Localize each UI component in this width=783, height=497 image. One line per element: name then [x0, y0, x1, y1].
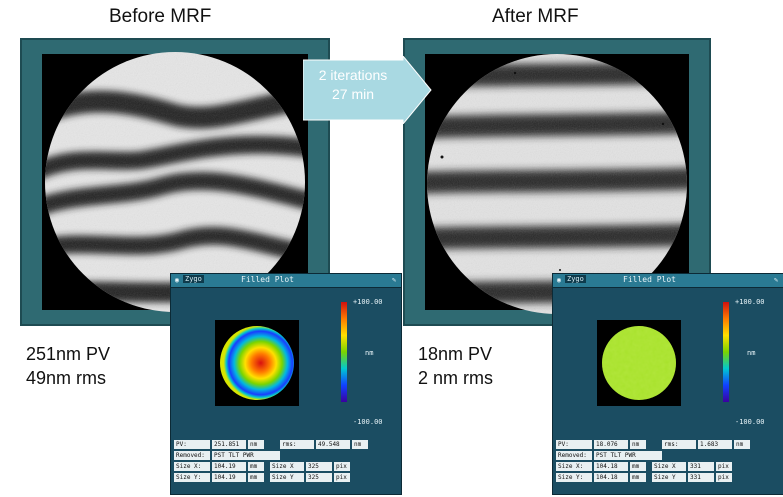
size-x-label: Size X:: [174, 462, 210, 471]
rms-unit: nm: [352, 440, 368, 449]
plot-info-table: PV: 251.851 nm rms: 49.548 nm Removed: P…: [174, 440, 398, 492]
size-x-mm-unit: mm: [248, 462, 264, 471]
size-y-label: Size Y:: [556, 473, 592, 482]
size-x-mm-value: 104.18: [594, 462, 628, 471]
pv-value: 251.851: [212, 440, 246, 449]
pv-unit: nm: [630, 440, 646, 449]
plot-titlebar: ◉ Zygo Filled Plot ✎: [553, 274, 783, 288]
pv-value: 18.076: [594, 440, 628, 449]
rms-label: rms:: [280, 440, 314, 449]
after-metrics: 18nm PV 2 nm rms: [418, 342, 493, 390]
size-y-pix-unit: pix: [334, 473, 350, 482]
size-y-pix-value: 331: [688, 473, 714, 482]
size-x-pix-unit: pix: [334, 462, 350, 471]
size-y-mm-unit: mm: [630, 473, 646, 482]
window-tool-icon[interactable]: ✎: [391, 276, 397, 284]
window-menu-icon[interactable]: ◉: [174, 276, 180, 284]
before-metrics: 251nm PV 49nm rms: [26, 342, 110, 390]
size-x-mm-unit: mm: [630, 462, 646, 471]
plot-title: Filled Plot: [623, 275, 676, 284]
removed-label: Removed:: [174, 451, 210, 460]
size-y-mm-value: 104.18: [594, 473, 628, 482]
size-x-pix-value: 331: [688, 462, 714, 471]
window-tool-icon[interactable]: ✎: [773, 276, 779, 284]
surface-map-before: [220, 326, 294, 400]
pv-label: PV:: [174, 440, 210, 449]
after-filled-plot-window: ◉ Zygo Filled Plot ✎ +100.00 nm -100.00 …: [552, 273, 783, 495]
after-rms: 2 nm rms: [418, 368, 494, 388]
iterations-text: 2 iterations: [318, 67, 388, 83]
scale-max-label: +100.00: [353, 298, 383, 306]
pv-label: PV:: [556, 440, 592, 449]
size-x-pix-label: Size X: [652, 462, 686, 471]
before-rms: 49nm rms: [26, 368, 107, 388]
color-scale-bar: [723, 302, 729, 402]
before-pv: 251nm PV: [26, 344, 111, 364]
size-y-pix-label: Size Y: [652, 473, 686, 482]
surface-map-after: [602, 326, 676, 400]
rms-unit: nm: [734, 440, 750, 449]
size-y-pix-label: Size Y: [270, 473, 304, 482]
rms-value: 1.683: [698, 440, 732, 449]
surface-map: [597, 320, 681, 406]
before-filled-plot-window: ◉ Zygo Filled Plot ✎ +100.00 nm -: [170, 273, 402, 495]
plot-info-table: PV: 18.076 nm rms: 1.683 nm Removed: PST…: [556, 440, 780, 492]
size-x-pix-label: Size X: [270, 462, 304, 471]
size-y-label: Size Y:: [174, 473, 210, 482]
scale-unit-label: nm: [747, 349, 756, 357]
window-menu-icon[interactable]: ◉: [556, 276, 562, 284]
before-heading: Before MRF: [109, 6, 212, 27]
color-scale-bar: [341, 302, 347, 402]
removed-label: Removed:: [556, 451, 592, 460]
rms-label: rms:: [662, 440, 696, 449]
size-x-mm-value: 104.19: [212, 462, 246, 471]
after-heading: After MRF: [492, 6, 579, 27]
surface-map: [215, 320, 299, 406]
plot-titlebar: ◉ Zygo Filled Plot ✎: [171, 274, 401, 288]
removed-value: PST TLT PWR: [212, 451, 280, 460]
rms-value: 49.548: [316, 440, 350, 449]
scale-min-label: -100.00: [353, 418, 383, 426]
before-interferogram: [45, 52, 305, 312]
size-y-pix-unit: pix: [716, 473, 732, 482]
size-y-mm-unit: mm: [248, 473, 264, 482]
zygo-logo: Zygo: [565, 275, 586, 283]
size-x-pix-unit: pix: [716, 462, 732, 471]
scale-unit-label: nm: [365, 349, 374, 357]
pv-unit: nm: [248, 440, 264, 449]
plot-title: Filled Plot: [241, 275, 294, 284]
removed-value: PST TLT PWR: [594, 451, 662, 460]
zygo-logo: Zygo: [183, 275, 204, 283]
scale-max-label: +100.00: [735, 298, 765, 306]
process-arrow: [303, 56, 432, 124]
scale-min-label: -100.00: [735, 418, 765, 426]
after-pv: 18nm PV: [418, 344, 493, 364]
before-interferogram-frame: [20, 38, 330, 326]
size-x-label: Size X:: [556, 462, 592, 471]
size-x-pix-value: 325: [306, 462, 332, 471]
size-y-pix-value: 325: [306, 473, 332, 482]
size-y-mm-value: 104.19: [212, 473, 246, 482]
duration-text: 27 min: [331, 86, 375, 102]
process-label: 2 iterations 27 min: [303, 66, 403, 104]
